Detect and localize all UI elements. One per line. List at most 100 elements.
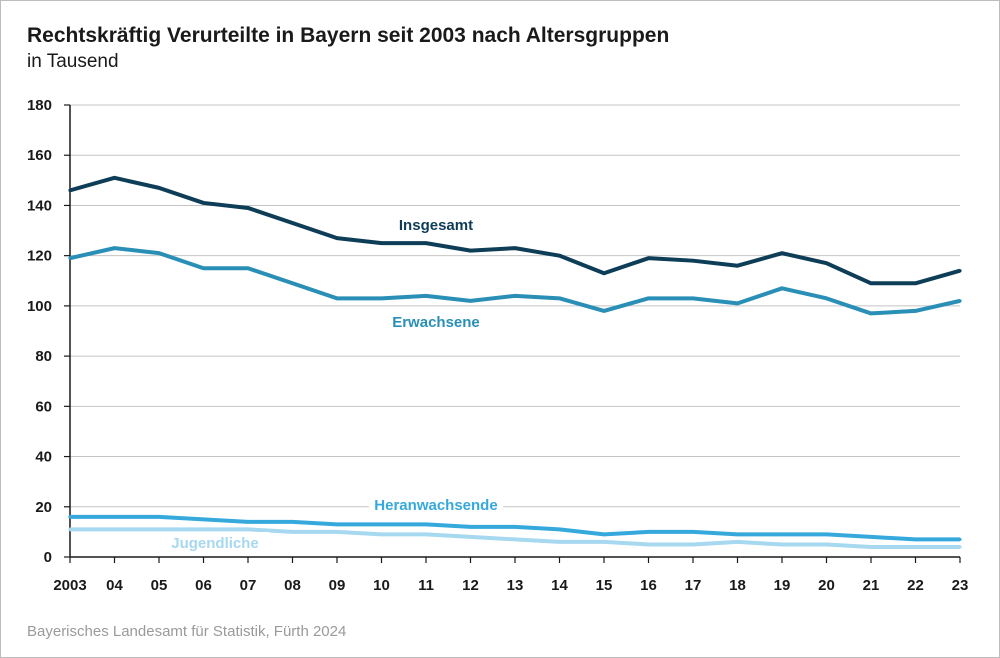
data-point-jugendliche (557, 540, 562, 544)
data-point-insgesamt (557, 254, 562, 258)
data-point-insgesamt (780, 251, 784, 255)
data-point-insgesamt (468, 249, 473, 253)
data-point-heranwachsende (958, 537, 962, 542)
data-point-jugendliche (424, 532, 428, 537)
y-tick-label: 120 (27, 248, 52, 265)
data-point-erwachsene (424, 294, 428, 298)
y-tick-label: 100 (27, 298, 52, 315)
data-point-erwachsene (157, 251, 161, 255)
x-tick-label: 07 (240, 577, 257, 594)
x-tick-label: 05 (151, 577, 168, 594)
data-point-heranwachsende (735, 532, 740, 537)
data-point-heranwachsende (869, 535, 873, 539)
x-tick-label: 17 (685, 577, 702, 594)
data-point-insgesamt (112, 176, 117, 180)
source-note: Bayerisches Landesamt für Statistik, Für… (27, 623, 347, 640)
x-tick-label: 06 (195, 577, 212, 594)
series-label-jugendliche: Jugendliche (171, 535, 259, 552)
data-point-erwachsene (691, 296, 695, 300)
x-tick-label: 10 (373, 577, 390, 594)
data-point-heranwachsende (691, 530, 695, 534)
x-tick-label: 18 (729, 577, 746, 594)
data-point-jugendliche (958, 545, 962, 549)
data-point-jugendliche (246, 527, 250, 531)
y-tick-label: 40 (35, 449, 52, 466)
data-point-erwachsene (646, 296, 651, 300)
data-point-jugendliche (290, 530, 295, 534)
data-point-heranwachsende (424, 522, 428, 526)
y-tick-label: 20 (35, 499, 52, 516)
series-label-insgesamt: Insgesamt (399, 217, 473, 234)
data-point-heranwachsende (513, 525, 517, 529)
data-point-jugendliche (602, 540, 606, 544)
data-point-insgesamt (157, 186, 161, 190)
series-heranwachsende (68, 514, 962, 542)
data-point-heranwachsende (646, 530, 651, 534)
series-erwachsene (68, 246, 962, 316)
data-point-jugendliche (201, 527, 206, 531)
data-point-erwachsene (602, 309, 606, 313)
data-point-insgesamt (68, 188, 72, 192)
x-tick-label: 13 (507, 577, 524, 594)
data-point-erwachsene (513, 294, 517, 298)
data-point-erwachsene (824, 296, 829, 300)
x-tick-label: 12 (462, 577, 479, 594)
x-tick-label: 22 (907, 577, 924, 594)
data-point-jugendliche (157, 527, 161, 531)
data-point-jugendliche (869, 545, 873, 549)
data-point-erwachsene (112, 246, 117, 250)
data-point-jugendliche (780, 542, 784, 547)
data-point-insgesamt (824, 261, 829, 265)
data-point-jugendliche (691, 542, 695, 547)
series-label-erwachsene: Erwachsene (392, 314, 480, 331)
data-point-erwachsene (468, 299, 473, 303)
x-tick-label: 08 (284, 577, 301, 594)
data-point-insgesamt (913, 281, 918, 285)
data-point-erwachsene (68, 256, 72, 260)
data-point-insgesamt (602, 271, 606, 275)
data-point-jugendliche (646, 542, 651, 547)
data-point-erwachsene (246, 266, 250, 270)
data-point-jugendliche (735, 540, 740, 544)
data-point-heranwachsende (335, 522, 339, 526)
data-point-heranwachsende (201, 517, 206, 521)
data-point-heranwachsende (290, 520, 295, 524)
data-point-erwachsene (201, 266, 206, 270)
data-point-insgesamt (335, 236, 339, 240)
data-point-insgesamt (201, 201, 206, 205)
data-point-insgesamt (869, 281, 873, 285)
series-line-erwachsene (69, 246, 961, 316)
data-point-heranwachsende (379, 522, 384, 526)
data-point-heranwachsende (112, 515, 117, 519)
data-point-insgesamt (513, 246, 517, 250)
series-label-heranwachsende: Heranwachsende (374, 497, 497, 514)
data-point-heranwachsende (780, 532, 784, 537)
data-point-insgesamt (290, 221, 295, 225)
data-point-erwachsene (735, 301, 740, 305)
data-point-erwachsene (335, 296, 339, 300)
chart-subtitle: in Tausend (27, 51, 119, 72)
data-point-heranwachsende (157, 515, 161, 519)
x-tick-label: 20 (818, 577, 835, 594)
data-point-erwachsene (958, 299, 962, 303)
data-point-insgesamt (691, 259, 695, 263)
series-label-bg-heranwachsende (368, 494, 504, 515)
data-point-erwachsene (869, 311, 873, 316)
x-tick-label: 04 (106, 577, 123, 594)
data-point-heranwachsende (68, 515, 72, 519)
data-point-erwachsene (913, 309, 918, 313)
x-tick-label: 23 (952, 577, 969, 594)
x-tick-label: 11 (418, 577, 434, 594)
x-tick-label: 19 (774, 577, 791, 594)
data-point-jugendliche (112, 527, 117, 531)
data-point-erwachsene (379, 296, 384, 300)
data-point-heranwachsende (557, 527, 562, 531)
data-point-jugendliche (513, 537, 517, 542)
data-point-erwachsene (780, 286, 784, 290)
data-point-insgesamt (735, 264, 740, 268)
data-point-erwachsene (557, 296, 562, 300)
data-point-erwachsene (290, 281, 295, 285)
chart-title: Rechtskräftig Verurteilte in Bayern seit… (27, 24, 670, 47)
y-tick-label: 140 (27, 197, 52, 214)
